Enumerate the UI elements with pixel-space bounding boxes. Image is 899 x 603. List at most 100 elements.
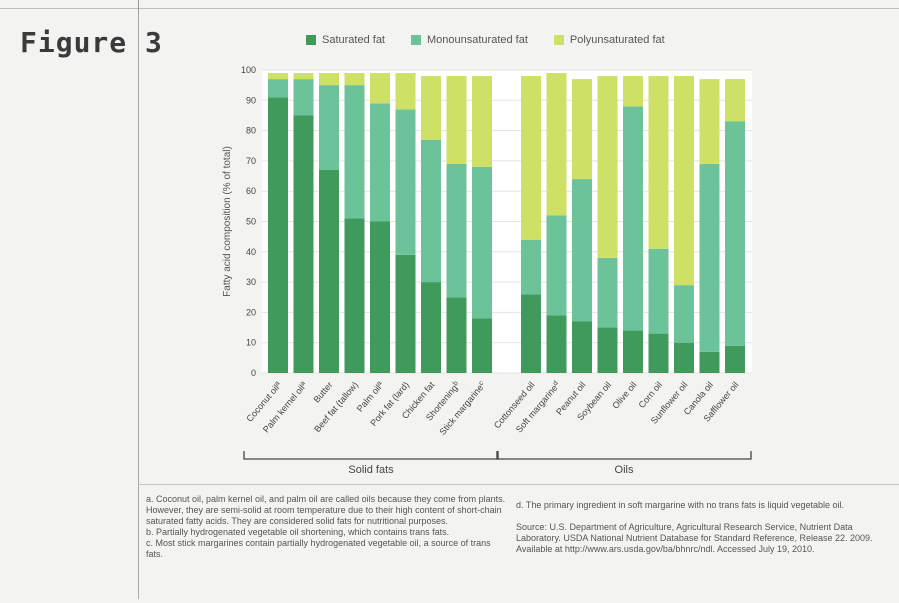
x-tick-superscript: a xyxy=(375,380,383,388)
bar-segment xyxy=(674,76,694,286)
bar-segment xyxy=(293,79,314,116)
y-tick-label: 10 xyxy=(246,338,256,348)
group-bracket xyxy=(243,451,499,460)
bar-segment xyxy=(546,215,567,316)
bar-segment xyxy=(395,254,416,373)
y-tick-label: 80 xyxy=(246,126,256,136)
y-tick-label: 40 xyxy=(246,247,256,257)
bar-segment xyxy=(472,318,492,373)
legend-swatch-monounsaturated xyxy=(411,35,421,45)
group-bracket xyxy=(496,451,752,460)
bar-segment xyxy=(521,76,541,240)
bar-segment xyxy=(446,163,467,298)
x-tick-label: Butter xyxy=(311,380,334,405)
bar-segment xyxy=(623,106,643,331)
legend-item-saturated: Saturated fat xyxy=(306,34,385,46)
bar-segment xyxy=(597,76,618,258)
bar-segment xyxy=(521,294,541,373)
bar-segment xyxy=(597,327,618,373)
x-tick-superscript: b xyxy=(452,380,460,388)
bar-segment xyxy=(446,297,467,373)
bar-segment xyxy=(319,169,339,373)
bar-segment xyxy=(597,257,618,328)
y-tick-label: 60 xyxy=(246,186,256,196)
footnote-b: b. Partially hydrogenated vegetable oil … xyxy=(146,527,450,537)
bar-segment xyxy=(472,166,492,319)
bar-segment xyxy=(293,73,314,80)
group-label: Oils xyxy=(615,464,634,476)
chart-legend: Saturated fat Monounsaturated fat Polyun… xyxy=(306,34,665,46)
bar-segment xyxy=(699,79,720,164)
y-tick-label: 70 xyxy=(246,156,256,166)
footnotes-right: d. The primary ingredient in soft margar… xyxy=(516,500,894,566)
bar-segment xyxy=(370,73,390,104)
y-tick-label: 50 xyxy=(246,217,256,227)
bar-segment xyxy=(319,85,339,170)
bar-segment xyxy=(421,282,441,373)
bar-segment xyxy=(268,97,288,374)
bar-segment xyxy=(674,285,694,343)
bar-segment xyxy=(319,73,339,86)
legend-label-polyunsaturated: Polyunsaturated fat xyxy=(569,34,665,46)
top-tick xyxy=(138,0,139,14)
bar-segment xyxy=(546,315,567,373)
legend-label-monounsaturated: Monounsaturated fat xyxy=(427,34,528,46)
legend-swatch-polyunsaturated xyxy=(553,35,564,45)
x-tick-superscript: a xyxy=(299,380,307,388)
bar-segment xyxy=(623,76,643,107)
bar-segment xyxy=(648,76,669,249)
figure-label: Figure 3 xyxy=(20,26,163,59)
y-tick-label: 0 xyxy=(251,368,256,378)
footnote-a: a. Coconut oil, palm kernel oil, and pal… xyxy=(146,494,506,526)
bar-segment xyxy=(446,76,467,164)
bar-segment xyxy=(344,85,365,219)
bar-segment xyxy=(725,79,745,122)
bar-segment xyxy=(623,330,643,373)
bar-segment xyxy=(725,345,745,373)
bar-segment xyxy=(699,163,720,352)
bar-segment xyxy=(421,139,441,283)
bar-segment xyxy=(699,351,720,373)
bar-segment xyxy=(572,79,592,180)
legend-item-monounsaturated: Monounsaturated fat xyxy=(411,34,528,46)
bar-segment xyxy=(674,342,694,373)
bar-segment xyxy=(268,79,288,98)
source-note: Source: U.S. Department of Agriculture, … xyxy=(516,522,873,554)
bar-segment xyxy=(472,76,492,167)
bar-segment xyxy=(395,109,416,255)
footnotes-left: a. Coconut oil, palm kernel oil, and pal… xyxy=(146,494,506,560)
x-tick-superscript: d xyxy=(552,380,560,388)
footer-rule xyxy=(138,484,899,485)
top-rule xyxy=(0,8,899,9)
bar-segment xyxy=(572,179,592,322)
y-tick-label: 90 xyxy=(246,95,256,105)
x-tick-superscript: c xyxy=(478,379,486,387)
bar-segment xyxy=(572,321,592,373)
bar-segment xyxy=(725,121,745,346)
legend-item-polyunsaturated: Polyunsaturated fat xyxy=(553,34,665,46)
bar-segment xyxy=(421,76,441,140)
y-tick-label: 100 xyxy=(241,65,256,75)
group-label: Solid fats xyxy=(348,464,394,476)
legend-swatch-saturated xyxy=(306,35,316,45)
bar-segment xyxy=(546,73,567,216)
bar-segment xyxy=(370,221,390,373)
footnote-d: d. The primary ingredient in soft margar… xyxy=(516,500,844,510)
legend-label-saturated: Saturated fat xyxy=(322,34,385,46)
x-tick-label: Stick margarinec xyxy=(437,379,487,436)
bar-segment xyxy=(344,218,365,373)
x-tick-label: Olive oil xyxy=(610,380,638,411)
bar-segment xyxy=(344,73,365,86)
footnote-c: c. Most stick margarines contain partial… xyxy=(146,538,491,559)
y-axis-label: Fatty acid composition (% of total) xyxy=(222,146,233,297)
bar-segment xyxy=(648,248,669,334)
bar-segment xyxy=(370,103,390,222)
y-tick-label: 30 xyxy=(246,277,256,287)
bar-segment xyxy=(521,239,541,295)
y-tick-label: 20 xyxy=(246,307,256,317)
x-tick-superscript: a xyxy=(273,380,281,388)
left-rule xyxy=(138,14,139,599)
bar-segment xyxy=(648,333,669,373)
bar-segment xyxy=(293,115,314,373)
